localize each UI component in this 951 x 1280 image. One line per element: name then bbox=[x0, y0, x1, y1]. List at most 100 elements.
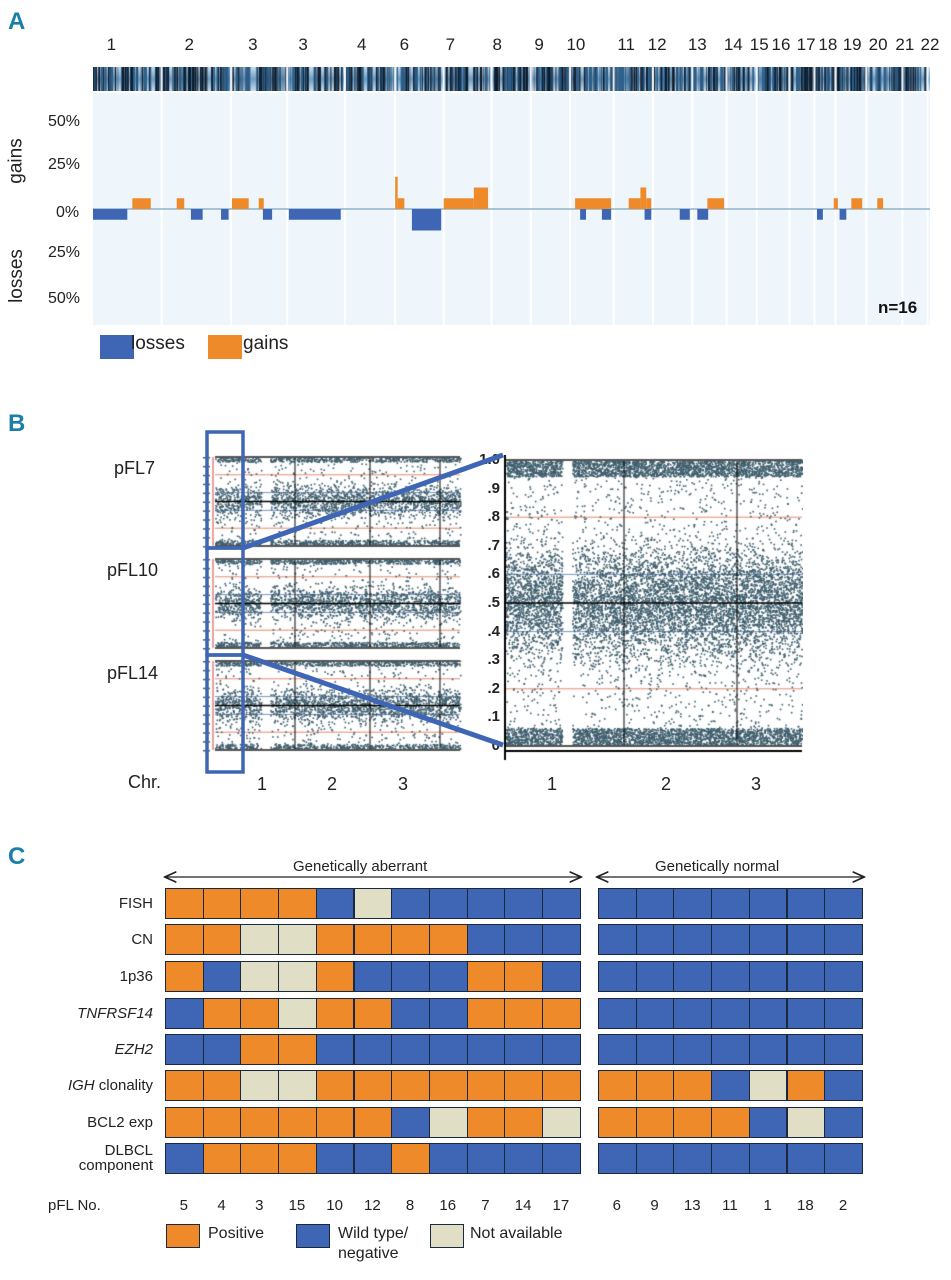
status-cell bbox=[165, 1034, 204, 1065]
status-cell bbox=[824, 1034, 863, 1065]
pfl-number: 5 bbox=[179, 1197, 189, 1214]
status-cell bbox=[391, 1107, 430, 1138]
status-cell bbox=[428, 924, 468, 955]
status-cell bbox=[240, 924, 280, 955]
chromosome-label: 3 bbox=[398, 774, 409, 794]
status-cell bbox=[711, 924, 750, 955]
status-cell bbox=[202, 1034, 242, 1065]
status-cell bbox=[278, 888, 317, 919]
gains-segment bbox=[575, 198, 612, 209]
status-cell bbox=[504, 998, 543, 1029]
status-cell bbox=[711, 1143, 750, 1174]
chromosome-label: 9 bbox=[534, 35, 544, 54]
chromosome-label: 1 bbox=[106, 35, 117, 54]
status-cell bbox=[824, 888, 863, 919]
status-cell bbox=[240, 1070, 280, 1101]
y-tick-label: .5 bbox=[487, 594, 500, 611]
status-cell bbox=[391, 1034, 430, 1065]
chromosome-label: 3 bbox=[298, 35, 308, 54]
pfl-number: 18 bbox=[797, 1197, 814, 1214]
ytick-label: 25% bbox=[48, 244, 81, 261]
status-cell bbox=[542, 888, 581, 919]
row-label: 1p36 bbox=[120, 969, 153, 984]
sample-label-pfl10: pFL10 bbox=[107, 560, 159, 580]
status-cell bbox=[673, 888, 713, 919]
row-label-text: BCL2 exp bbox=[87, 1114, 153, 1131]
gains-segment bbox=[851, 198, 863, 209]
losses-segment bbox=[644, 209, 652, 220]
status-cell bbox=[278, 961, 317, 992]
status-cell bbox=[711, 1070, 750, 1101]
status-cell bbox=[824, 1143, 863, 1174]
row-label: CN bbox=[131, 932, 153, 947]
x-axis-label-chr: Chr. bbox=[128, 772, 162, 792]
y-tick-label: .2 bbox=[487, 679, 500, 697]
chromosome-ideogram bbox=[93, 67, 930, 91]
pfl-number: 8 bbox=[405, 1197, 415, 1214]
legend-swatch-gains bbox=[208, 335, 242, 359]
status-cell bbox=[598, 1034, 637, 1065]
chromosome-label: 2 bbox=[327, 774, 338, 794]
status-cell bbox=[466, 1070, 506, 1101]
chromosome-label: 16 bbox=[771, 35, 791, 54]
losses-segment bbox=[839, 209, 847, 220]
status-cell bbox=[391, 924, 430, 955]
pfl-number: 9 bbox=[650, 1197, 659, 1214]
status-cell bbox=[824, 1070, 863, 1101]
chromosome-label: 21 bbox=[895, 35, 915, 54]
losses-segment bbox=[262, 209, 273, 220]
status-cell bbox=[635, 1107, 675, 1138]
status-cell bbox=[824, 998, 863, 1029]
status-cell bbox=[786, 961, 826, 992]
status-cell bbox=[165, 888, 204, 919]
pfl-number: 4 bbox=[217, 1197, 226, 1214]
status-cell bbox=[315, 1107, 355, 1138]
status-cell bbox=[278, 924, 317, 955]
status-cell bbox=[542, 1107, 581, 1138]
pfl-number: 16 bbox=[439, 1197, 457, 1214]
y-tick-label: .1 bbox=[487, 708, 500, 726]
losses-segment bbox=[288, 209, 341, 220]
chromosome-label: 2 bbox=[184, 35, 194, 54]
row-label-italic: IGH bbox=[67, 1077, 95, 1094]
gains-segment bbox=[707, 198, 725, 209]
status-cell bbox=[165, 1070, 204, 1101]
y-axis-label-gains: gains bbox=[5, 138, 27, 184]
status-cell bbox=[428, 1143, 468, 1174]
status-cell bbox=[504, 1143, 543, 1174]
row-label-text: DLBCL component bbox=[78, 1142, 153, 1174]
chromosome-label: 8 bbox=[492, 35, 502, 54]
row-label-text: FISH bbox=[118, 895, 153, 912]
status-cell bbox=[673, 961, 713, 992]
status-cell bbox=[202, 1143, 242, 1174]
status-cell bbox=[353, 924, 393, 955]
status-cell bbox=[391, 998, 430, 1029]
chromosome-label: 11 bbox=[617, 35, 635, 54]
status-cell bbox=[504, 924, 543, 955]
gains-segment bbox=[473, 187, 489, 209]
row-label: TNFRSF14 bbox=[77, 1006, 153, 1021]
status-cell bbox=[202, 888, 242, 919]
gains-segment bbox=[231, 198, 249, 209]
chromosome-label: 17 bbox=[796, 35, 816, 54]
sample-label-pfl14: pFL14 bbox=[107, 663, 159, 683]
baf-zoom-plot bbox=[503, 455, 803, 765]
status-cell bbox=[240, 1143, 280, 1174]
status-cell bbox=[635, 961, 675, 992]
chromosome-label: 3 bbox=[751, 774, 762, 794]
status-cell bbox=[466, 998, 506, 1029]
status-cell bbox=[240, 888, 280, 919]
losses-segment bbox=[93, 209, 128, 220]
pfl-number: 13 bbox=[683, 1197, 701, 1214]
status-cell bbox=[711, 1034, 750, 1065]
chromosome-label: 19 bbox=[842, 35, 862, 54]
status-cell bbox=[504, 1070, 543, 1101]
gains-segment bbox=[176, 198, 185, 209]
y-tick-label: .9 bbox=[487, 479, 500, 497]
chromosome-label: 10 bbox=[566, 35, 586, 54]
status-cell bbox=[353, 888, 393, 919]
status-cell bbox=[202, 1070, 242, 1101]
legend-swatch bbox=[430, 1224, 464, 1248]
chromosome-label: 3 bbox=[248, 35, 258, 54]
status-cell bbox=[635, 924, 675, 955]
